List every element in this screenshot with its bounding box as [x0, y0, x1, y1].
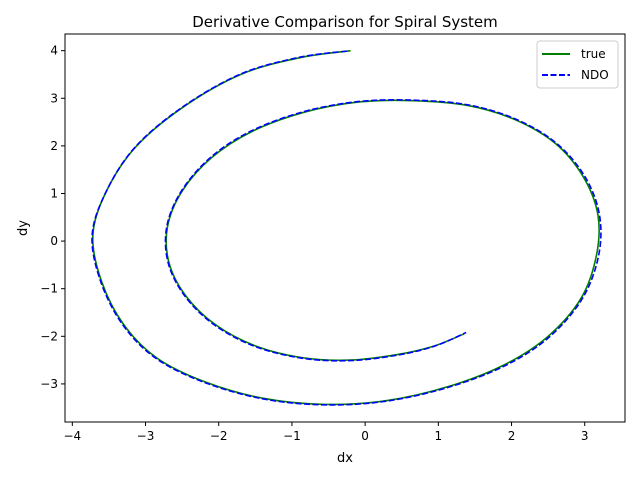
x-tick-label: 1: [435, 429, 443, 443]
x-tick-label: 2: [508, 429, 516, 443]
y-axis-label: dy: [16, 220, 31, 236]
x-tick-label: −2: [210, 429, 228, 443]
series-line-true: [92, 49, 600, 406]
x-tick-label: 0: [361, 429, 369, 443]
y-tick-label: 3: [50, 91, 58, 105]
y-tick-label: −2: [40, 329, 58, 343]
y-tick-label: −1: [40, 282, 58, 296]
x-tick-label: −3: [137, 429, 155, 443]
x-axis-label: dx: [337, 451, 353, 466]
x-tick-label: 3: [581, 429, 589, 443]
axis-ticks: −4 −3 −2 −1 0 1 2 3 −3 −2 −1 0 1 2 3 4: [40, 44, 588, 443]
legend-label-ndo: NDO: [581, 68, 609, 82]
axes-frame: [64, 33, 626, 423]
y-tick-label: 2: [50, 139, 58, 153]
chart-title: Derivative Comparison for Spiral System: [192, 13, 498, 31]
legend-label-true: true: [581, 47, 606, 61]
x-tick-label: −1: [283, 429, 301, 443]
y-tick-label: 1: [50, 186, 58, 200]
x-tick-label: −4: [63, 429, 81, 443]
y-tick-label: −3: [40, 377, 58, 391]
series-line-ndo: [91, 50, 602, 406]
y-tick-label: 4: [50, 44, 58, 58]
legend-box: [536, 40, 619, 89]
legend: true NDO: [536, 40, 619, 89]
y-tick-label: 0: [50, 234, 58, 248]
